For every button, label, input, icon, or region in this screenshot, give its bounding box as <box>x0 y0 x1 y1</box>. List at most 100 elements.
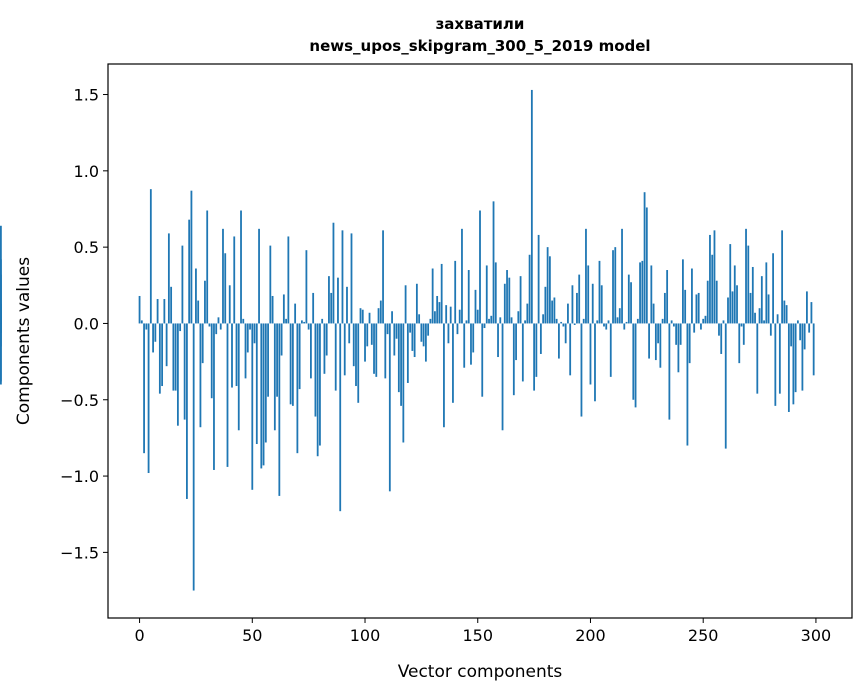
bar <box>186 323 188 499</box>
bar <box>551 300 554 324</box>
bar <box>393 323 396 356</box>
bar <box>346 286 348 324</box>
bar <box>778 323 781 394</box>
y-tick-label: 1.0 <box>74 162 99 181</box>
bar <box>404 285 407 324</box>
bar <box>754 312 756 324</box>
bar <box>255 323 258 445</box>
bar <box>546 247 549 324</box>
bar <box>706 280 709 324</box>
y-tick-label: −1.5 <box>60 543 99 562</box>
bar <box>0 323 2 347</box>
bar <box>262 323 265 466</box>
bar <box>488 318 490 324</box>
bar <box>420 323 423 342</box>
bar <box>695 294 698 324</box>
bar <box>485 265 488 324</box>
bar <box>375 323 378 377</box>
bar <box>310 323 312 379</box>
bar <box>560 321 563 324</box>
bar <box>630 282 632 324</box>
bar <box>643 192 646 324</box>
bar <box>213 323 215 470</box>
bar <box>659 323 662 368</box>
bar <box>715 280 718 324</box>
bar <box>623 323 626 330</box>
bar <box>632 323 635 400</box>
bar <box>413 323 416 358</box>
bar <box>438 302 441 324</box>
bar <box>742 323 745 345</box>
bar <box>503 283 506 324</box>
bar <box>663 292 666 324</box>
bar <box>519 276 522 324</box>
bar <box>539 323 542 354</box>
bar <box>461 228 463 324</box>
x-axis-ticks: 0 50 100 150 200 250 300 <box>134 618 831 645</box>
bar <box>143 323 145 454</box>
bar <box>0 259 2 324</box>
bar <box>183 323 186 420</box>
bar <box>343 323 346 376</box>
bar <box>512 323 515 396</box>
bar <box>497 323 499 358</box>
bar <box>517 311 520 324</box>
bar <box>395 323 398 339</box>
bar <box>774 323 777 406</box>
bar <box>179 323 182 332</box>
bar <box>713 230 716 324</box>
bar <box>321 318 324 324</box>
bar <box>282 294 285 324</box>
bar <box>373 323 375 374</box>
bar <box>607 320 610 324</box>
bar <box>634 323 637 408</box>
bar <box>215 323 218 335</box>
bar <box>224 253 227 324</box>
bar <box>228 285 231 324</box>
bar <box>411 323 414 351</box>
x-tick-label: 200 <box>575 626 606 645</box>
bar <box>429 318 432 324</box>
bar <box>165 323 168 367</box>
bar <box>639 262 641 324</box>
bar <box>443 323 445 428</box>
bar <box>506 270 508 324</box>
bar <box>449 306 452 324</box>
bar <box>217 317 220 324</box>
bar <box>481 323 484 397</box>
bar <box>682 259 684 324</box>
bar <box>273 323 276 431</box>
bar <box>618 308 621 324</box>
bar <box>138 295 141 324</box>
bar <box>339 323 342 512</box>
bar <box>691 268 693 324</box>
bar <box>709 234 711 324</box>
bar <box>582 318 585 324</box>
bar <box>803 323 806 350</box>
bar <box>140 320 143 324</box>
bar <box>350 233 353 324</box>
bar <box>328 276 330 324</box>
bar <box>657 323 660 344</box>
bar <box>418 314 421 324</box>
y-tick-label: 0.0 <box>74 314 99 333</box>
bar <box>208 323 211 327</box>
bar <box>397 323 400 393</box>
bar <box>391 311 393 324</box>
bar <box>409 323 412 333</box>
bar <box>386 323 389 335</box>
bar <box>792 323 795 405</box>
x-tick-label: 150 <box>462 626 493 645</box>
bar <box>382 230 384 324</box>
bar <box>415 283 418 324</box>
bar <box>201 323 204 364</box>
bar <box>357 323 360 403</box>
bar <box>458 309 461 324</box>
bar <box>145 323 148 330</box>
bar <box>794 323 797 393</box>
y-tick-label: 0.5 <box>74 238 99 257</box>
bar <box>769 323 772 336</box>
bar <box>555 318 558 324</box>
bar <box>298 323 301 390</box>
bar <box>508 277 511 324</box>
